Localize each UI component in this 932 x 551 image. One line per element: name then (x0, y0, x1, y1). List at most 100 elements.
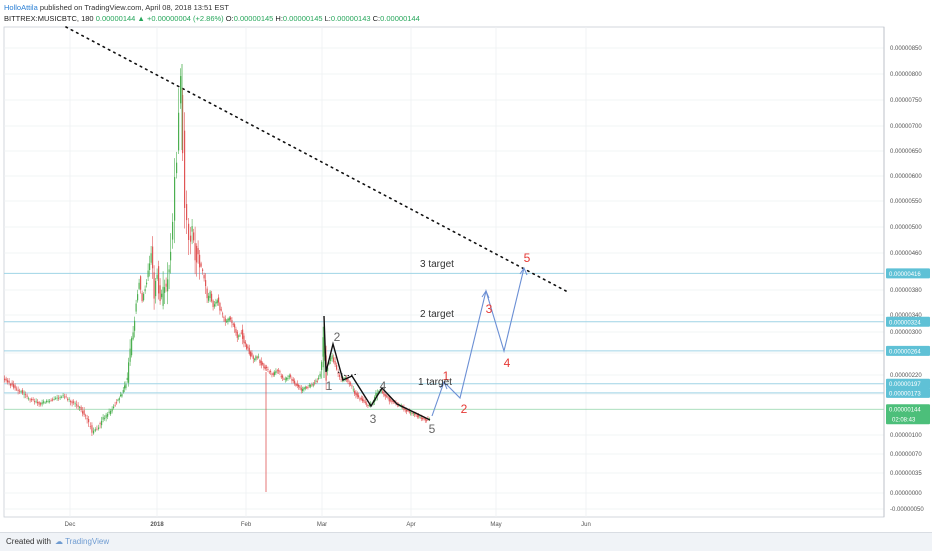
wave-label-projected: 1 (443, 369, 450, 383)
candle-body (340, 379, 342, 381)
candle-body (150, 253, 152, 263)
created-with-text: Created with (6, 537, 51, 546)
wave-line-projected (431, 267, 525, 417)
candle-body (40, 403, 42, 405)
candle-body (384, 394, 386, 397)
candle-body (135, 303, 137, 312)
candle-body (108, 411, 110, 413)
candle-body (120, 394, 122, 397)
x-tick-label: Mar (317, 522, 327, 528)
candle-body (140, 276, 142, 290)
candle-body (47, 400, 49, 402)
price-level-tag (886, 387, 930, 398)
candle-body (238, 335, 240, 337)
author-link[interactable]: HolloAttila (4, 3, 38, 12)
x-tick-label: Feb (241, 522, 252, 528)
candle-body (428, 418, 430, 420)
price-chart[interactable]: 1 2 3 4 5 1 2 3 4 5 1 target 2 target 3 target 0.000… (0, 0, 932, 532)
candle-body (252, 356, 254, 359)
x-tick-label: May (490, 522, 501, 528)
candle-body (89, 426, 91, 428)
candle-body (330, 357, 332, 361)
candle-body (117, 399, 119, 401)
candle-body (347, 378, 349, 382)
y-tick-label: 0.00000550 (890, 199, 922, 205)
candle-body (53, 399, 55, 400)
symbol-label[interactable]: BITTREX:MUSICBTC, 180 (4, 14, 94, 23)
candle-body (193, 232, 195, 241)
time-axis[interactable]: Dec 2018 Feb Mar Apr May Jun (65, 522, 591, 528)
candle-body (355, 392, 357, 396)
wave-label-projected: 5 (524, 251, 531, 265)
candle-body (226, 320, 228, 322)
candle-body (199, 254, 201, 268)
candle-body (412, 412, 414, 414)
candle-body (153, 272, 155, 299)
x-tick-label: 2018 (150, 522, 164, 528)
y-tick-label: 0.00000650 (890, 149, 922, 155)
candle-body (156, 274, 158, 279)
wave-label-completed: 3 (370, 412, 377, 426)
candle-body (267, 369, 269, 370)
candle-body (312, 384, 314, 386)
candle-body (354, 390, 356, 394)
candle-body (93, 430, 95, 434)
candle-body (224, 318, 226, 322)
candle-body (184, 130, 186, 209)
price-level-value: 0.00000416 (889, 272, 921, 278)
candle-body (17, 389, 19, 392)
candle-body (319, 373, 321, 377)
candle-body (248, 347, 250, 354)
candle-body (222, 313, 224, 315)
candle-body (311, 384, 313, 386)
candle-body (360, 397, 362, 400)
candle-body (415, 413, 417, 415)
candle-body (291, 378, 293, 381)
candle-body (125, 384, 127, 389)
candle-body (70, 401, 72, 403)
candle-body (16, 388, 18, 390)
candle-body (186, 204, 188, 221)
candle-body (314, 382, 316, 384)
candle-body (375, 393, 377, 397)
candle-body (227, 318, 229, 323)
candle-body (73, 401, 75, 403)
candle-body (152, 246, 154, 269)
price-levels (4, 272, 884, 410)
candle-body (307, 387, 309, 388)
candle-body (196, 245, 198, 263)
chart-grid (3, 26, 885, 518)
footer: Created with ☁ TradingView (0, 532, 932, 551)
wave-label-projected: 4 (504, 356, 511, 370)
candle-body (236, 331, 238, 338)
candle-body (146, 282, 148, 285)
candle-body (308, 384, 310, 387)
candle-body (64, 396, 66, 398)
candle-body (180, 76, 182, 104)
last-price: 0.00000144 (95, 14, 136, 23)
candle-body (287, 377, 289, 379)
candle-body (328, 362, 330, 365)
candle-body (99, 423, 101, 425)
y-tick-label: 0.00000340 (890, 313, 922, 319)
candle-body (336, 365, 338, 370)
candle-body (165, 283, 167, 287)
y-tick-label: -0.00000050 (890, 507, 924, 513)
candle-body (190, 235, 192, 242)
candle-body (7, 380, 9, 383)
candle-body (55, 397, 57, 399)
candle-body (382, 391, 384, 393)
candle-body (364, 401, 366, 403)
up-arrow-icon: ▲ (137, 14, 145, 23)
candle-body (274, 372, 276, 376)
price-axis[interactable]: 0.00000850 0.00000800 0.00000750 0.00000700… (883, 27, 930, 517)
candle-body (334, 360, 336, 365)
candle-body (333, 357, 335, 362)
y-tick-label: 0.00000850 (890, 46, 922, 52)
candle-body (337, 372, 339, 374)
candle-body (383, 391, 385, 396)
candle-body (304, 386, 306, 389)
candle-body (235, 328, 237, 333)
candle-body (41, 402, 43, 405)
tradingview-logo[interactable]: ☁ TradingView (55, 537, 110, 546)
